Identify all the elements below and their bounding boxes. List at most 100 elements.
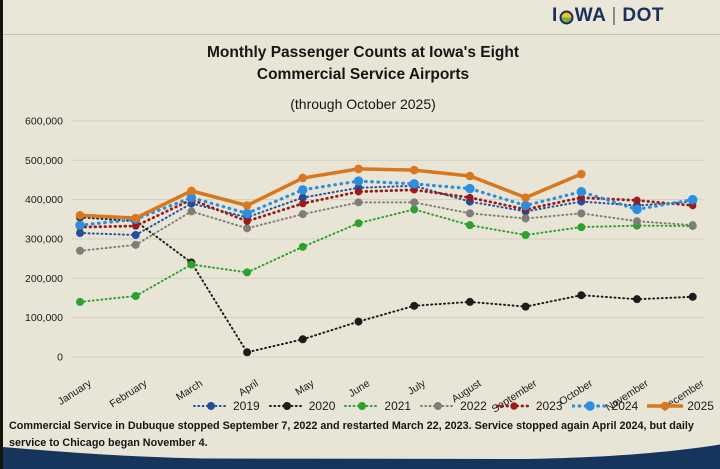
data-point-2021 (577, 223, 586, 232)
series-line-2024 (78, 179, 695, 227)
legend-label-2020: 2020 (308, 399, 336, 413)
data-point-2024 (186, 192, 197, 203)
x-tick-label: February (108, 377, 150, 410)
data-point-2025 (187, 186, 196, 196)
series-line-2019 (79, 184, 694, 237)
logo-globe-icon (559, 9, 574, 24)
data-point-2021 (354, 219, 363, 228)
chart-title-block: Monthly Passenger Counts at Iowa's Eight… (3, 42, 720, 116)
legend-item-2023: 2023 (495, 399, 563, 413)
legend-label-2024: 2024 (611, 399, 639, 413)
legend-label-2022: 2022 (460, 399, 487, 413)
legend-marker-2020 (268, 402, 305, 410)
data-point-2020 (243, 348, 252, 357)
data-point-2023 (299, 199, 307, 208)
series-line-2025 (78, 167, 584, 220)
logo-divider (613, 7, 616, 25)
legend-marker-2023 (495, 402, 532, 410)
chart-title-line2: Commercial Service Airports (256, 66, 470, 83)
legend-item-2021: 2021 (344, 399, 411, 413)
passenger-chart: 0 100,000 200,000 300,000 400,000 500,000 600,… (25, 115, 707, 415)
data-point-2020 (465, 297, 474, 306)
legend-item-2025: 2025 (647, 399, 714, 413)
data-point-2025 (242, 201, 252, 210)
legend-marker-2021 (344, 402, 381, 410)
data-point-2024 (298, 185, 308, 195)
data-point-2025 (577, 169, 586, 179)
data-point-2024 (409, 179, 419, 189)
data-point-2025 (521, 193, 530, 202)
logo-dot: DOT (622, 5, 664, 26)
data-point-2020 (298, 335, 307, 344)
data-point-2021 (410, 205, 419, 214)
y-tick-label: 100,000 (25, 312, 63, 324)
series-line-2021 (79, 208, 694, 303)
legend-item-2024: 2024 (571, 399, 639, 413)
legend-label-2021: 2021 (384, 399, 412, 413)
y-tick-label: 400,000 (25, 194, 63, 206)
data-point-2020 (521, 302, 530, 311)
data-point-2021 (243, 268, 252, 277)
data-point-2019 (76, 229, 84, 238)
data-point-2020 (633, 295, 641, 304)
legend-marker-2024 (571, 401, 608, 411)
data-point-2022 (354, 198, 363, 207)
chart-subtitle: (through October 2025) (290, 96, 436, 112)
data-point-2025 (131, 213, 140, 223)
series-line-2020 (79, 216, 694, 354)
data-point-2021 (465, 221, 474, 230)
data-point-2021 (187, 260, 196, 269)
data-point-2021 (298, 242, 307, 251)
data-point-2020 (577, 291, 586, 300)
data-point-2023 (354, 188, 363, 196)
data-point-2023 (132, 222, 140, 230)
x-tick-label: July (406, 377, 429, 398)
data-point-2020 (410, 301, 419, 310)
legend-item-2019: 2019 (193, 399, 260, 413)
data-point-2022 (410, 198, 419, 207)
logo-letter-i: I (552, 5, 558, 26)
x-tick-label: June (346, 377, 372, 400)
legend-item-2022: 2022 (420, 399, 487, 413)
data-point-2024 (688, 194, 698, 205)
data-point-2024 (576, 187, 586, 197)
data-point-2021 (521, 231, 530, 240)
data-point-2019 (298, 193, 307, 202)
data-point-2024 (75, 220, 85, 230)
header-bar: I WA DOT (3, 0, 720, 35)
series-line-2023 (78, 188, 695, 229)
data-point-2023 (633, 196, 641, 205)
y-tick-label: 600,000 (25, 115, 63, 127)
data-point-2021 (76, 297, 84, 306)
data-point-2021 (131, 292, 140, 301)
legend-label-2023: 2023 (535, 399, 563, 413)
data-point-2022 (298, 210, 307, 219)
footnote: Commercial Service in Dubuque stopped Se… (9, 420, 694, 449)
data-point-2022 (243, 224, 252, 233)
y-tick-label: 200,000 (25, 273, 63, 285)
y-tick-label: 0 (57, 352, 63, 364)
iowa-dot-logo: I WA DOT (552, 5, 664, 27)
legend-marker-2025 (647, 401, 684, 411)
data-point-2019 (131, 231, 140, 240)
legend-marker-2022 (420, 402, 457, 410)
legend-item-2020: 2020 (268, 399, 336, 413)
y-tick-label: 500,000 (25, 155, 63, 167)
data-point-2024 (353, 176, 364, 186)
legend-label-2025: 2025 (687, 399, 714, 413)
chart-title-line1: Monthly Passenger Counts at Iowa's Eight (206, 44, 519, 61)
data-point-2025 (354, 164, 363, 174)
data-point-2024 (632, 204, 642, 215)
chart-legend: 2019 2020 2021 2022 2023 2024 2025 (193, 399, 714, 413)
data-point-2024 (242, 208, 252, 219)
data-point-2022 (131, 240, 140, 249)
data-point-2022 (465, 209, 474, 218)
data-point-2025 (75, 211, 85, 220)
data-point-2024 (465, 183, 475, 194)
data-point-2025 (409, 165, 419, 175)
data-point-2025 (298, 173, 308, 183)
data-point-2023 (466, 193, 474, 202)
x-tick-label: May (293, 377, 317, 398)
data-point-2022 (187, 207, 196, 216)
